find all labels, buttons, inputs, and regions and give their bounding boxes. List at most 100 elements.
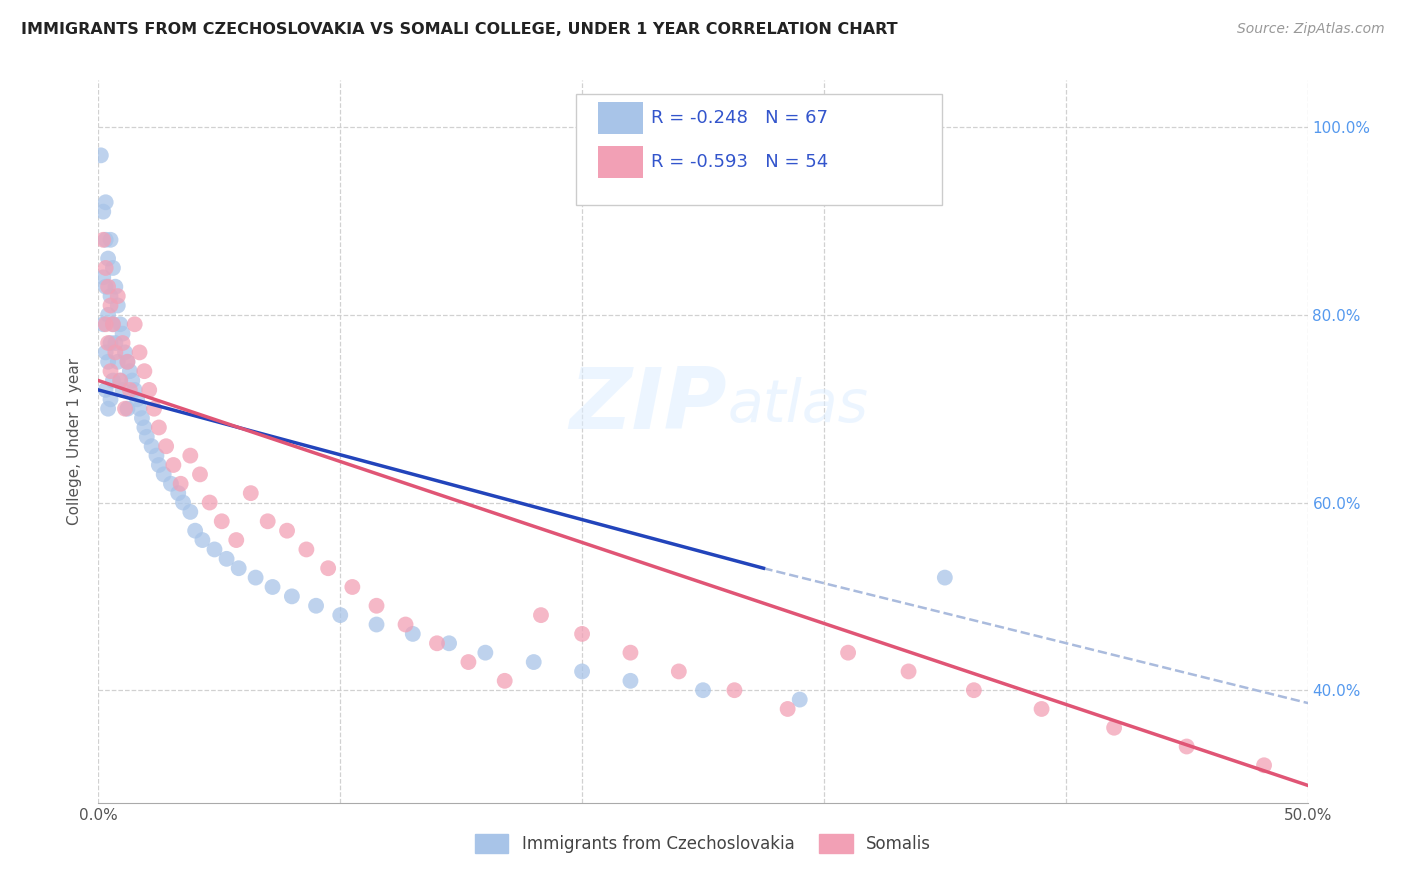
Point — [1031, 702, 1053, 716]
Point — [101, 318, 124, 332]
Point — [245, 571, 267, 585]
Point — [94, 383, 117, 397]
Point — [101, 318, 124, 332]
Point — [91, 204, 114, 219]
Point — [91, 233, 114, 247]
Point — [108, 374, 131, 388]
Point — [295, 542, 318, 557]
Point — [837, 646, 859, 660]
Point — [114, 401, 136, 416]
Point — [239, 486, 262, 500]
Point — [100, 233, 122, 247]
Point — [141, 439, 163, 453]
Point — [342, 580, 364, 594]
Point — [184, 524, 207, 538]
Point — [111, 383, 134, 397]
Point — [723, 683, 745, 698]
Point — [211, 514, 233, 528]
Point — [169, 476, 191, 491]
Point — [100, 298, 122, 312]
Point — [148, 420, 170, 434]
Point — [100, 289, 122, 303]
Point — [426, 636, 449, 650]
Point — [530, 608, 553, 623]
Point — [172, 495, 194, 509]
Point — [134, 420, 156, 434]
Point — [97, 252, 120, 266]
Point — [101, 374, 124, 388]
Point — [107, 298, 129, 312]
Point — [204, 542, 226, 557]
Point — [394, 617, 416, 632]
Point — [114, 345, 136, 359]
Point — [97, 401, 120, 416]
Point — [281, 590, 304, 604]
Point — [668, 665, 690, 679]
Point — [619, 646, 641, 660]
Point — [94, 345, 117, 359]
Point — [316, 561, 339, 575]
Point — [100, 364, 122, 378]
Point — [191, 533, 214, 547]
Point — [437, 636, 460, 650]
Point — [97, 336, 120, 351]
Point — [117, 355, 139, 369]
Point — [1253, 758, 1275, 772]
Point — [94, 279, 117, 293]
Point — [571, 665, 593, 679]
Point — [366, 599, 388, 613]
Point — [215, 551, 238, 566]
Text: IMMIGRANTS FROM CZECHOSLOVAKIA VS SOMALI COLLEGE, UNDER 1 YEAR CORRELATION CHART: IMMIGRANTS FROM CZECHOSLOVAKIA VS SOMALI… — [21, 22, 897, 37]
Point — [305, 599, 328, 613]
Point — [188, 467, 211, 482]
Text: R = -0.593   N = 54: R = -0.593 N = 54 — [651, 153, 828, 171]
Point — [101, 260, 124, 275]
Point — [789, 692, 811, 706]
Point — [256, 514, 278, 528]
Point — [523, 655, 546, 669]
Point — [107, 355, 129, 369]
Point — [97, 308, 120, 322]
Point — [198, 495, 221, 509]
Point — [145, 449, 167, 463]
Point — [457, 655, 479, 669]
Point — [329, 608, 352, 623]
Point — [963, 683, 986, 698]
Point — [160, 476, 183, 491]
Point — [108, 318, 131, 332]
Point — [97, 279, 120, 293]
Point — [276, 524, 298, 538]
Text: R = -0.248   N = 67: R = -0.248 N = 67 — [651, 109, 828, 127]
Point — [1102, 721, 1125, 735]
Point — [104, 279, 127, 293]
Point — [152, 467, 174, 482]
Point — [494, 673, 516, 688]
Text: Source: ZipAtlas.com: Source: ZipAtlas.com — [1237, 22, 1385, 37]
Point — [91, 318, 114, 332]
Point — [366, 617, 388, 632]
Y-axis label: College, Under 1 year: College, Under 1 year — [67, 358, 83, 525]
Point — [1333, 777, 1355, 791]
Point — [111, 326, 134, 341]
Point — [619, 673, 641, 688]
Point — [117, 355, 139, 369]
Point — [94, 195, 117, 210]
Point — [1175, 739, 1198, 754]
Point — [138, 383, 160, 397]
Point — [94, 260, 117, 275]
Point — [118, 364, 141, 378]
Point — [124, 318, 146, 332]
Point — [128, 345, 150, 359]
Point — [121, 374, 143, 388]
Point — [143, 401, 166, 416]
Point — [118, 383, 141, 397]
Point — [104, 345, 127, 359]
Point — [776, 702, 799, 716]
Point — [897, 665, 920, 679]
Point — [127, 392, 149, 407]
Point — [100, 336, 122, 351]
Point — [107, 289, 129, 303]
Point — [225, 533, 247, 547]
Legend: Immigrants from Czechoslovakia, Somalis: Immigrants from Czechoslovakia, Somalis — [468, 827, 938, 860]
Point — [111, 336, 134, 351]
